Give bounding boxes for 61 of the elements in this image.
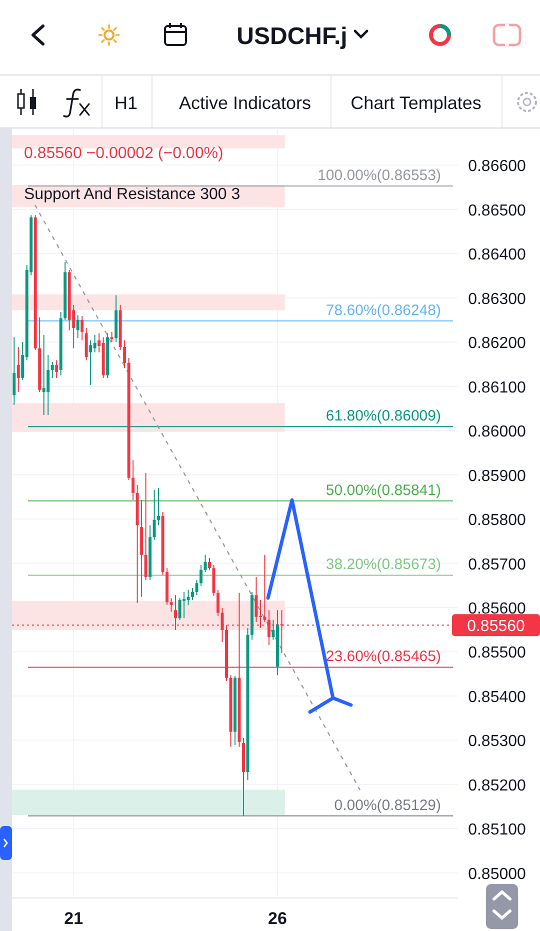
candlestick <box>152 489 156 540</box>
candlestick <box>216 589 220 616</box>
candlestick <box>263 554 266 623</box>
candlestick <box>170 598 173 612</box>
ref-line-label: 0.85560 <box>467 618 526 636</box>
ref-line-label: 0.00%(0.85129) <box>334 796 441 814</box>
ref-line-label: 61.80%(0.86009) <box>326 408 441 425</box>
candlestick <box>93 334 96 353</box>
candlestick <box>191 588 194 600</box>
text: Active Indicators <box>178 93 312 113</box>
candlestick <box>42 334 46 416</box>
candlestick <box>89 340 92 386</box>
y-tick-label: 0.85500 <box>468 644 526 662</box>
y-tick-label: 0.85200 <box>468 777 526 794</box>
candlestick <box>50 361 54 378</box>
candlestick <box>76 314 80 339</box>
ref-line-label: 23.60%(0.85465) <box>326 648 441 666</box>
ref-line-label: 38.20%(0.85673) <box>326 556 441 574</box>
y-tick-label: 0.85800 <box>468 512 526 530</box>
candlestick <box>182 592 186 619</box>
y-tick-label: 0.85900 <box>468 468 526 485</box>
y-tick-label: 0.86000 <box>468 424 526 441</box>
y-tick-label: 0.85600 <box>468 600 526 618</box>
y-tick-label: 0.85700 <box>468 556 526 574</box>
candlestick <box>46 354 50 416</box>
candlestick <box>200 564 203 586</box>
candlestick <box>55 360 58 378</box>
candlestick <box>157 488 160 526</box>
candlestick <box>178 598 182 620</box>
y-tick-label: 0.85400 <box>468 688 526 706</box>
annotation: Support And Resistance 300 3 <box>24 186 240 203</box>
y-tick-label: 0.86100 <box>468 379 526 396</box>
candlestick <box>132 460 135 500</box>
y-tick-label: 0.86400 <box>468 246 526 264</box>
x-tick-label: 26 <box>268 909 287 928</box>
candlestick <box>12 336 16 406</box>
candlestick <box>110 331 114 343</box>
candlestick <box>186 589 190 606</box>
y-tick-label: 0.86500 <box>468 202 526 220</box>
ref-line-label: 100.00%(0.86553) <box>318 166 441 184</box>
candlestick <box>16 346 20 393</box>
y-tick-label: 0.86600 <box>468 158 526 176</box>
candlestick <box>204 554 207 573</box>
x-tick-label: 21 <box>64 909 84 928</box>
y-tick-label: 0.86200 <box>468 335 526 352</box>
y-tick-label: 0.85000 <box>468 866 526 883</box>
y-tick-label: 0.85300 <box>468 733 526 750</box>
candlestick <box>123 340 126 369</box>
candlestick <box>195 580 198 596</box>
y-tick-label: 0.86300 <box>468 290 526 308</box>
candlestick <box>80 315 84 341</box>
text: H1 <box>114 93 138 113</box>
y-tick-label: 0.85100 <box>468 822 526 839</box>
candlestick <box>84 327 88 361</box>
ref-line-label: 78.60%(0.86248) <box>326 302 441 319</box>
candlestick <box>144 472 148 581</box>
text: Chart Templates <box>350 93 482 113</box>
candlestick <box>208 557 211 570</box>
annotation: 0.85560 −0.00002 (−0.00%) <box>24 145 224 162</box>
ref-line-label: 50.00%(0.85841) <box>326 482 441 499</box>
chart-title: USDCHF.j <box>236 23 348 50</box>
